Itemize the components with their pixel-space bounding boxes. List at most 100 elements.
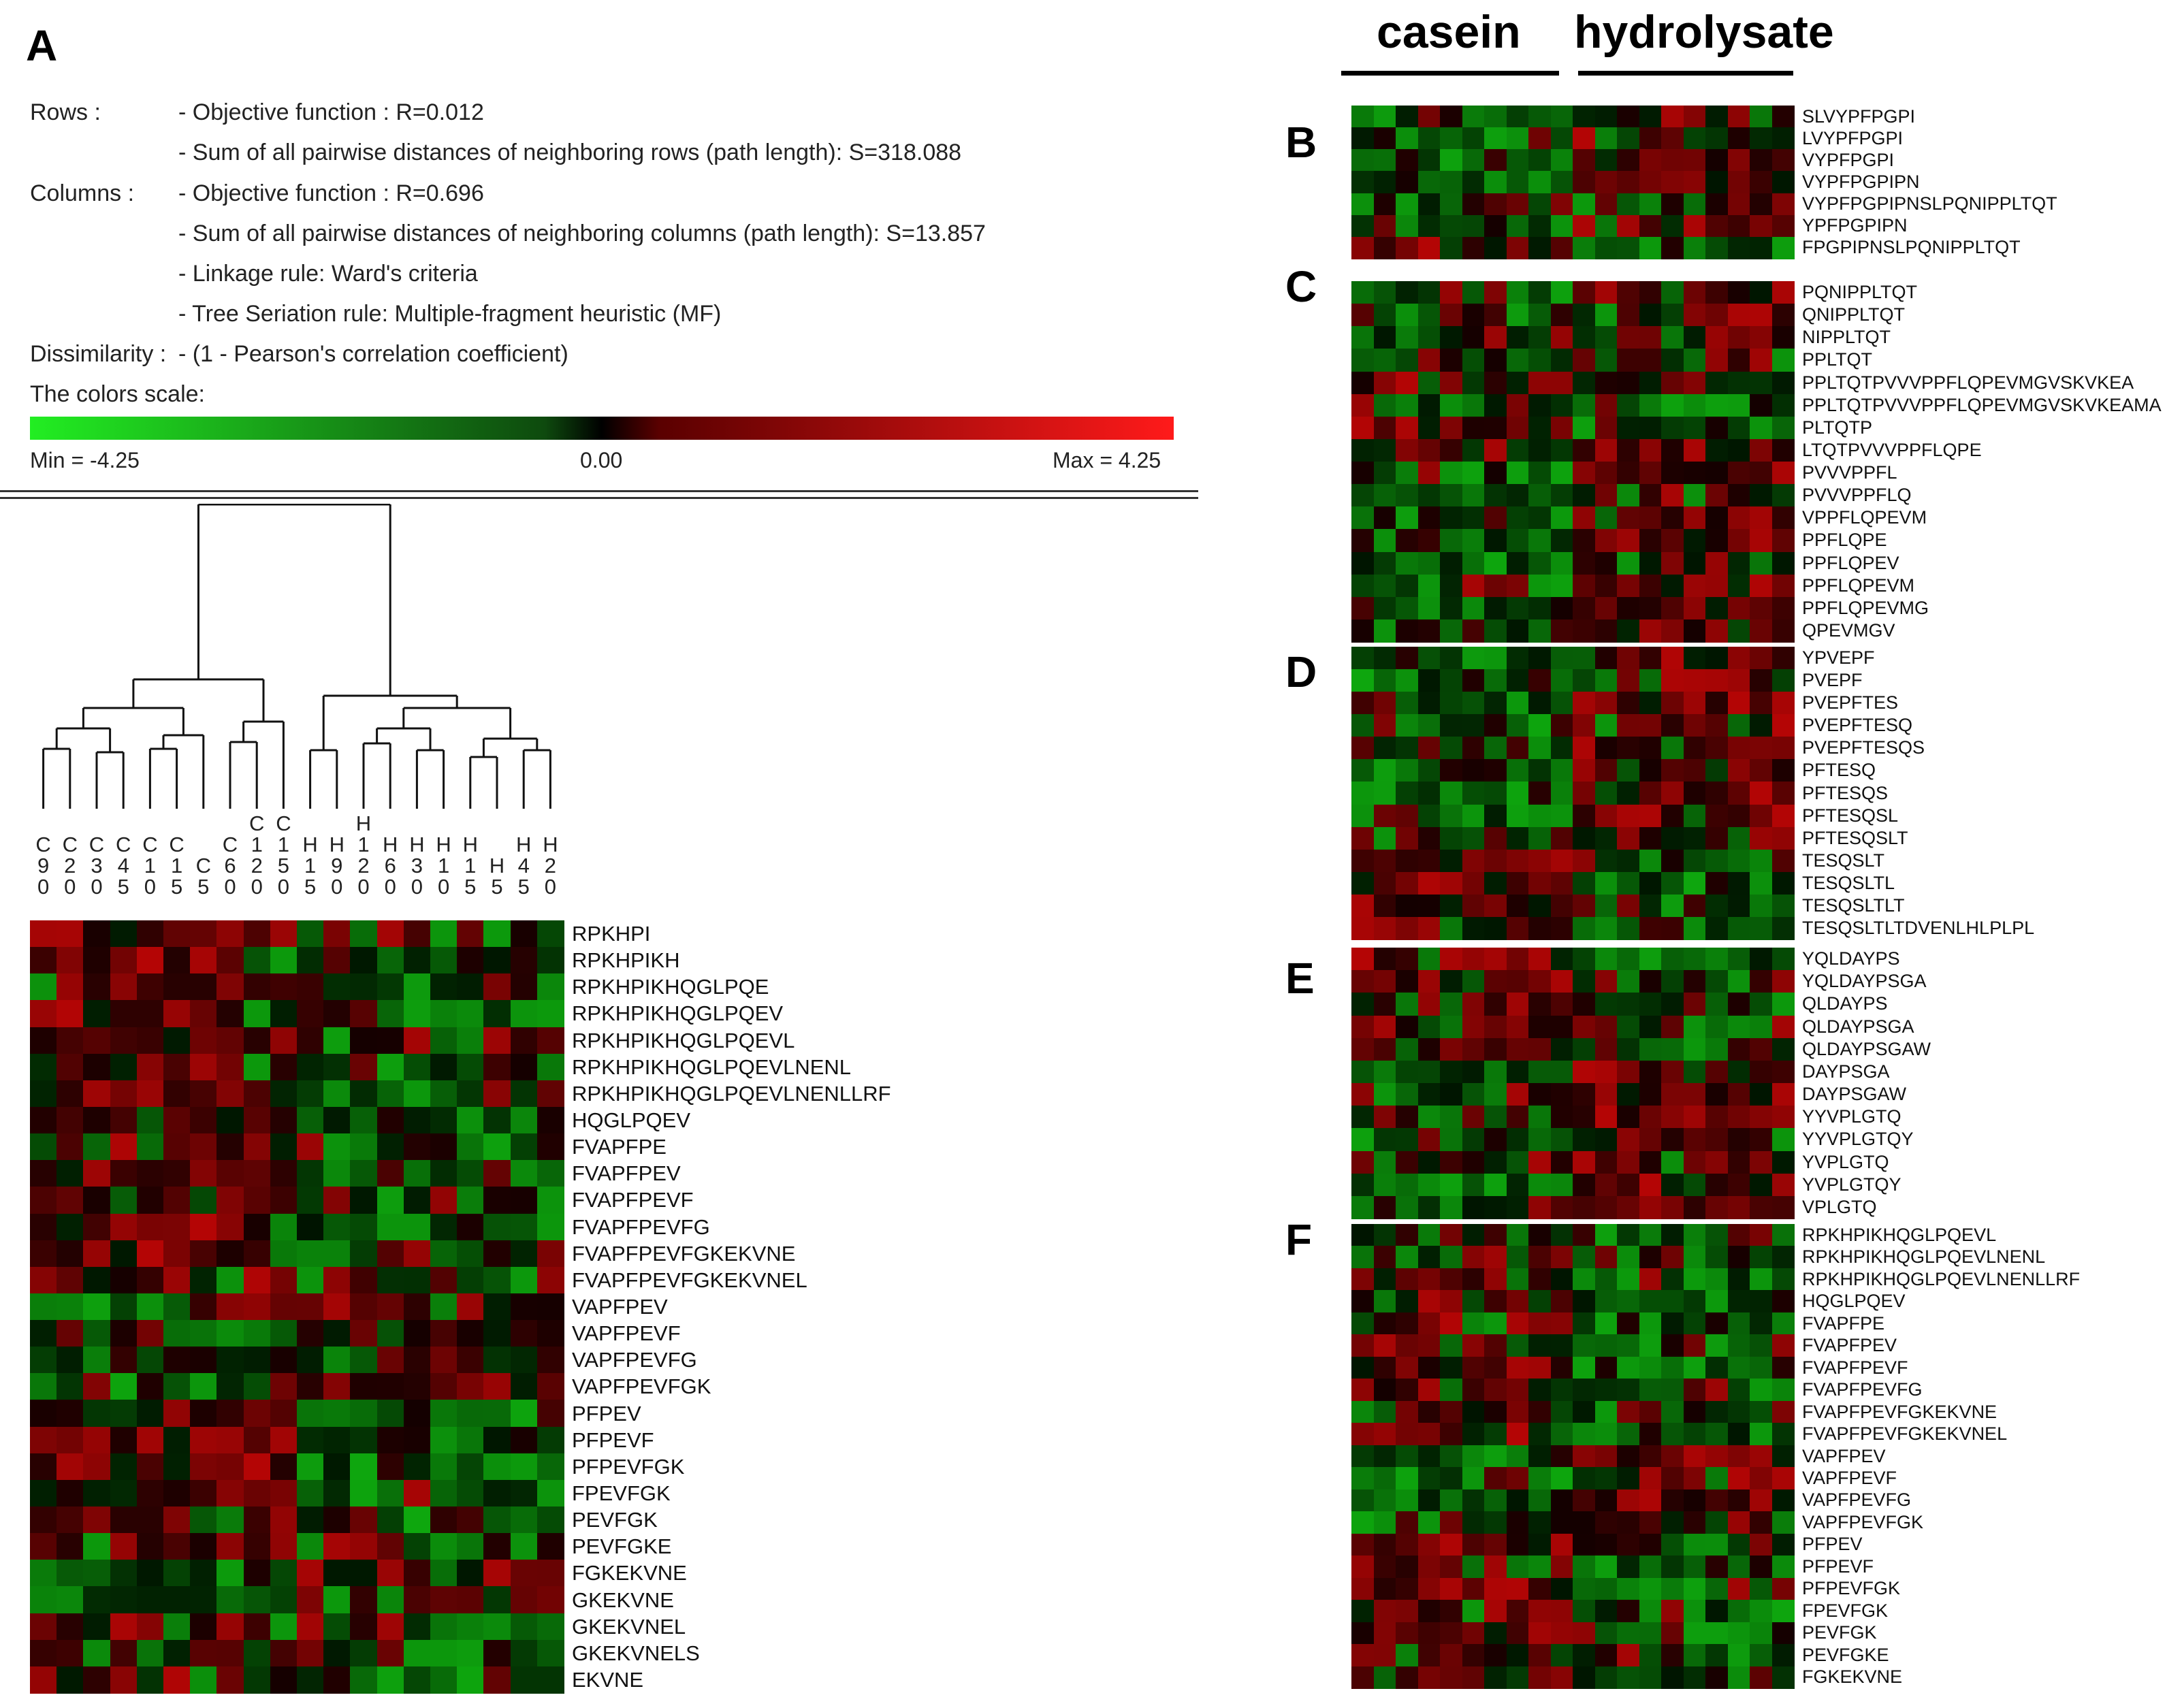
heatmap-c-cell: [1750, 596, 1773, 620]
heatmap-e-cell: [1373, 993, 1396, 1016]
heatmap-f-cell: [1484, 1246, 1507, 1269]
heatmap-a-cell: [430, 1027, 458, 1054]
column-label-char: 9: [331, 854, 343, 877]
heatmap-c-cell: [1683, 304, 1706, 327]
heatmap-f-cell: [1396, 1577, 1419, 1600]
heatmap-a-cell: [376, 1586, 404, 1614]
heatmap-f-cell: [1351, 1379, 1375, 1402]
heatmap-f-cell: [1484, 1400, 1507, 1423]
heatmap-f-cell: [1639, 1577, 1662, 1600]
heatmap-c-cell: [1750, 371, 1773, 395]
heatmap-c-cell: [1373, 371, 1396, 395]
heatmap-b-cell: [1750, 171, 1773, 194]
heatmap-a-cell: [83, 1080, 111, 1108]
heatmap-f-cell: [1727, 1445, 1750, 1468]
heatmap-b-cell: [1506, 149, 1529, 172]
heatmap-d-cell: [1727, 647, 1750, 670]
heatmap-c-cell: [1727, 506, 1750, 530]
heatmap-a-cell: [376, 973, 404, 1001]
heatmap-b-cell: [1440, 127, 1463, 150]
heatmap-a-cell: [350, 1666, 378, 1694]
heatmap-f-cell: [1484, 1268, 1507, 1291]
heatmap-d-cell: [1373, 916, 1396, 940]
heatmap-e-cell: [1351, 1173, 1375, 1197]
heatmap-c-cell: [1573, 438, 1596, 462]
row-label: RPKHPIKHQGLPQEVLNENL: [1802, 1246, 2046, 1268]
heatmap-f-cell: [1396, 1312, 1419, 1335]
row-label: HQGLPQEV: [1802, 1291, 1906, 1312]
heatmap-b-cell: [1484, 236, 1507, 259]
heatmap-e-cell: [1771, 1015, 1795, 1039]
panel-letter-b: B: [1285, 118, 1317, 167]
heatmap-e-cell: [1705, 1037, 1729, 1061]
heatmap-e-cell: [1661, 1083, 1684, 1106]
heatmap-c-cell: [1705, 393, 1729, 417]
heatmap-e-cell: [1594, 1015, 1618, 1039]
heatmap-a-cell: [190, 1666, 217, 1694]
heatmap-a-cell: [83, 947, 111, 974]
heatmap-e-cell: [1661, 1128, 1684, 1152]
column-label-char: 2: [64, 854, 76, 877]
heatmap-c-cell: [1417, 349, 1441, 372]
heatmap-c-cell: [1506, 326, 1529, 349]
heatmap-a-cell: [536, 1160, 564, 1187]
heatmap-c-cell: [1639, 462, 1662, 485]
column-label-char: H: [543, 833, 558, 856]
heatmap-e-cell: [1683, 1037, 1706, 1061]
heatmap-a-cell: [297, 1639, 324, 1667]
heatmap-c-cell: [1351, 529, 1375, 553]
heatmap-a-cell: [323, 1266, 351, 1294]
heatmap-f-cell: [1750, 1356, 1773, 1379]
heatmap-b-cell: [1617, 214, 1640, 238]
heatmap-f-cell: [1373, 1556, 1396, 1579]
heatmap-d-cell: [1417, 647, 1441, 670]
heatmap-c-cell: [1639, 506, 1662, 530]
heatmap-a-cell: [30, 1080, 57, 1108]
heatmap-f-cell: [1462, 1290, 1485, 1313]
heatmap-d-cell: [1771, 737, 1795, 760]
heatmap-f-cell: [1617, 1268, 1640, 1291]
heatmap-e-cell: [1639, 948, 1662, 971]
heatmap-b-cell: [1771, 149, 1795, 172]
heatmap-a-cell: [430, 1506, 458, 1534]
heatmap-a-cell: [510, 920, 538, 948]
heatmap-a-cell: [536, 1266, 564, 1294]
heatmap-a-cell: [510, 1506, 538, 1534]
heatmap-c-cell: [1771, 438, 1795, 462]
heatmap-c-cell: [1550, 371, 1573, 395]
heatmap-c-cell: [1594, 438, 1618, 462]
heatmap-f-cell: [1528, 1644, 1552, 1667]
heatmap-a-cell: [457, 1533, 484, 1560]
heatmap-f-cell: [1683, 1334, 1706, 1357]
heatmap-d-cell: [1506, 692, 1529, 715]
heatmap-e-cell: [1661, 1037, 1684, 1061]
column-label-char: C: [62, 833, 78, 856]
heatmap-f-cell: [1727, 1379, 1750, 1402]
column-label-char: 5: [170, 875, 183, 899]
heatmap-b-cell: [1351, 193, 1375, 216]
heatmap-c-cell: [1617, 484, 1640, 507]
heatmap-a-cell: [270, 1613, 298, 1641]
column-label-char: 0: [144, 875, 157, 899]
heatmap-f-cell: [1594, 1334, 1618, 1357]
heatmap-c-cell: [1440, 438, 1463, 462]
heatmap-c-cell: [1440, 462, 1463, 485]
heatmap-c-cell: [1417, 529, 1441, 553]
heatmap-f-cell: [1373, 1511, 1396, 1534]
heatmap-f-cell: [1727, 1334, 1750, 1357]
heatmap-a-cell: [270, 1639, 298, 1667]
heatmap-e-cell: [1750, 970, 1773, 993]
heatmap-e-cell: [1639, 993, 1662, 1016]
heatmap-e-cell: [1351, 1150, 1375, 1174]
heatmap-a-cell: [57, 920, 84, 948]
heatmap-f-cell: [1727, 1290, 1750, 1313]
heatmap-e-cell: [1705, 1150, 1729, 1174]
heatmap-e-cell: [1594, 948, 1618, 971]
heatmap-e-cell: [1750, 1060, 1773, 1084]
heatmap-d-cell: [1528, 737, 1552, 760]
heatmap-a-cell: [376, 1080, 404, 1108]
heatmap-b-cell: [1594, 193, 1618, 216]
info-text: - Sum of all pairwise distances of neigh…: [178, 140, 962, 165]
heatmap-f-cell: [1506, 1533, 1529, 1556]
heatmap-b-cell: [1373, 149, 1396, 172]
